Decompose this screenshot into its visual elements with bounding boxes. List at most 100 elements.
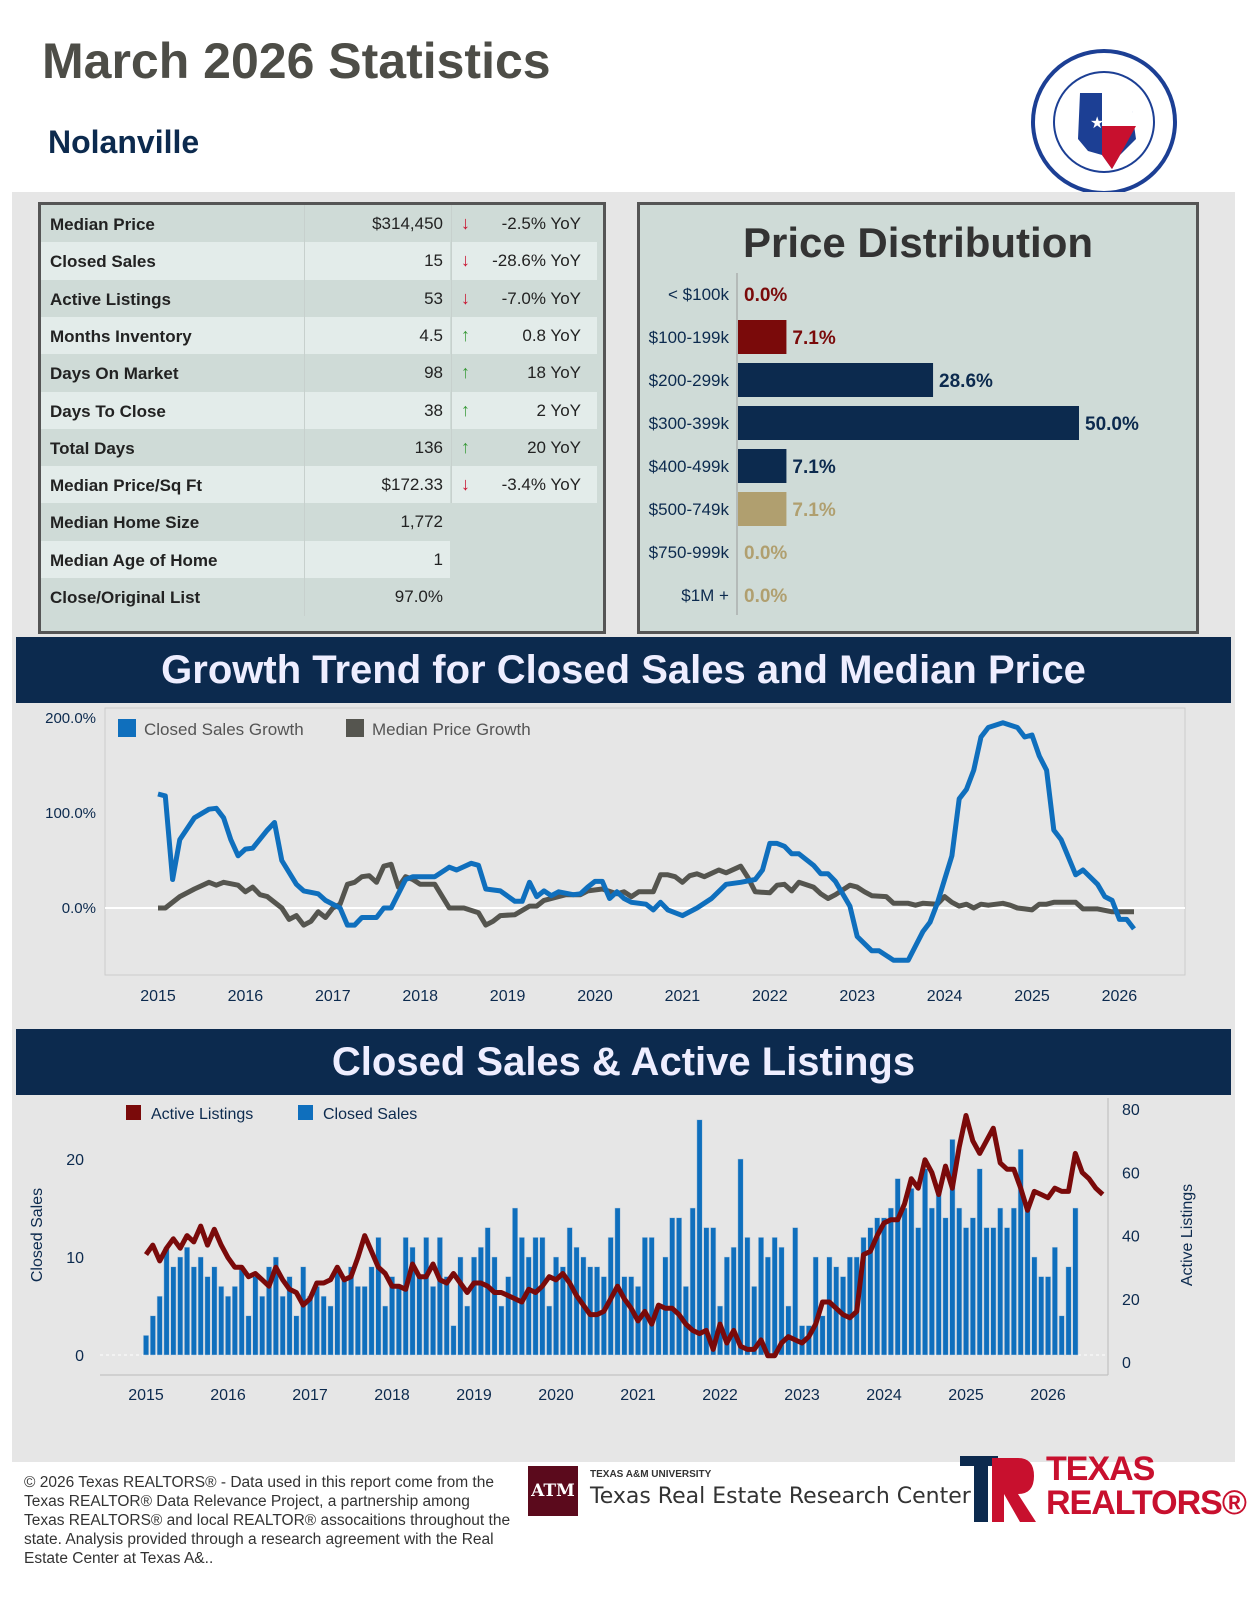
bar bbox=[738, 492, 787, 526]
cell bbox=[304, 354, 450, 393]
cell bbox=[451, 428, 597, 467]
data-label: 7.1% bbox=[792, 500, 835, 521]
cell bbox=[304, 466, 450, 505]
bar bbox=[1010, 1207, 1017, 1356]
x-tick-label: 2016 bbox=[228, 988, 264, 1005]
bar bbox=[935, 1188, 942, 1356]
bar bbox=[901, 1207, 908, 1356]
bar bbox=[334, 1266, 341, 1356]
svg-text:★: ★ bbox=[1090, 115, 1104, 132]
stat-row: Total Days 136 ↑ 20 YoY bbox=[41, 428, 603, 467]
stat-row: Median Price/Sq Ft $172.33 ↓ -3.4% YoY bbox=[41, 466, 603, 505]
bar bbox=[559, 1266, 566, 1356]
bar bbox=[696, 1119, 703, 1356]
legend-label: Closed Sales Growth bbox=[144, 720, 304, 739]
bar bbox=[238, 1266, 245, 1356]
bar bbox=[389, 1276, 395, 1356]
stat-label: Median Home Size bbox=[50, 513, 200, 533]
cell bbox=[451, 354, 597, 393]
bar bbox=[738, 320, 787, 354]
bar bbox=[443, 1276, 450, 1356]
stat-yoy: 20 YoY bbox=[527, 437, 581, 457]
stat-yoy: -7.0% YoY bbox=[501, 288, 581, 308]
bar bbox=[969, 1217, 976, 1356]
cell bbox=[41, 391, 304, 430]
stat-row: Close/Original List 97.0% bbox=[41, 578, 603, 616]
series-line-closed-sales-growth bbox=[157, 720, 1136, 963]
cell bbox=[41, 540, 304, 579]
legend-label: Closed Sales bbox=[323, 1106, 417, 1123]
bar bbox=[225, 1295, 231, 1356]
stat-value: 1 bbox=[433, 549, 443, 569]
x-tick-label: 2024 bbox=[927, 988, 963, 1005]
cell bbox=[451, 279, 597, 318]
data-label: 28.6% bbox=[939, 371, 993, 392]
arrow-up-icon: ↑ bbox=[461, 436, 470, 457]
tamu-university: TEXAS A&M UNIVERSITY bbox=[590, 1469, 712, 1480]
bar bbox=[1065, 1266, 1072, 1356]
association-logo: ★ bbox=[1031, 49, 1177, 195]
bar bbox=[778, 1246, 785, 1356]
x-tick-label: 2020 bbox=[577, 988, 613, 1005]
legend-swatch bbox=[118, 719, 136, 737]
cell bbox=[451, 503, 597, 542]
legend-swatch bbox=[126, 1105, 141, 1120]
x-tick-label: 2024 bbox=[866, 1387, 902, 1404]
data-label: 50.0% bbox=[1085, 414, 1139, 435]
bar bbox=[614, 1207, 621, 1356]
cell bbox=[451, 205, 597, 243]
stat-label: Median Price bbox=[50, 215, 155, 234]
bar bbox=[600, 1276, 607, 1356]
y2-tick-label: 80 bbox=[1122, 1102, 1140, 1119]
y-tick-label: 0 bbox=[75, 1348, 84, 1365]
cell bbox=[41, 316, 304, 355]
arrow-down-icon: ↓ bbox=[461, 250, 470, 271]
bar bbox=[156, 1295, 163, 1356]
stat-label: Median Age of Home bbox=[50, 550, 218, 570]
x-tick-label: 2021 bbox=[620, 1387, 656, 1404]
bar bbox=[245, 1315, 252, 1356]
cell bbox=[304, 279, 450, 318]
bar bbox=[450, 1325, 457, 1356]
y2-tick-label: 0 bbox=[1122, 1355, 1131, 1372]
bar bbox=[436, 1237, 443, 1356]
bar bbox=[300, 1266, 307, 1356]
bar bbox=[751, 1286, 758, 1356]
stat-row: Closed Sales 15 ↓ -28.6% YoY bbox=[41, 242, 603, 281]
y2-tick-label: 20 bbox=[1122, 1292, 1140, 1309]
bar bbox=[1017, 1148, 1024, 1356]
stat-yoy: -2.5% YoY bbox=[501, 214, 581, 233]
cell bbox=[41, 428, 304, 467]
category-label: $400-499k bbox=[649, 457, 730, 476]
stat-value: 97.0% bbox=[394, 587, 443, 606]
data-label: 0.0% bbox=[744, 285, 787, 306]
cell bbox=[451, 316, 597, 355]
bar bbox=[723, 1256, 730, 1356]
bar bbox=[594, 1266, 600, 1356]
x-tick-label: 2022 bbox=[752, 988, 788, 1005]
cell bbox=[304, 503, 450, 542]
bar bbox=[368, 1266, 375, 1356]
stat-label: Close/Original List bbox=[50, 588, 201, 607]
bar bbox=[307, 1295, 313, 1356]
bar bbox=[990, 1227, 997, 1356]
cell bbox=[451, 391, 597, 430]
bar bbox=[738, 363, 934, 397]
cell bbox=[304, 540, 450, 579]
stat-row: Median Age of Home 1 bbox=[41, 540, 603, 579]
bar bbox=[341, 1276, 348, 1356]
bar bbox=[976, 1168, 983, 1356]
stat-row: Days To Close 38 ↑ 2 YoY bbox=[41, 391, 603, 430]
page-title: March 2026 Statistics bbox=[42, 33, 551, 89]
bar bbox=[737, 1158, 744, 1356]
bar bbox=[231, 1286, 238, 1356]
bar bbox=[204, 1276, 211, 1356]
stat-row: Days On Market 98 ↑ 18 YoY bbox=[41, 354, 603, 393]
x-tick-label: 2015 bbox=[128, 1387, 164, 1404]
x-tick-label: 2023 bbox=[784, 1387, 820, 1404]
data-label: 0.0% bbox=[744, 543, 787, 564]
bar bbox=[320, 1295, 327, 1356]
bar bbox=[846, 1256, 853, 1356]
growth-trend-chart: 200.0% 100.0% 0.0% 2015 2016 2017 2018 2019 2020… bbox=[45, 707, 1186, 1005]
x-tick-label: 2019 bbox=[490, 988, 526, 1005]
